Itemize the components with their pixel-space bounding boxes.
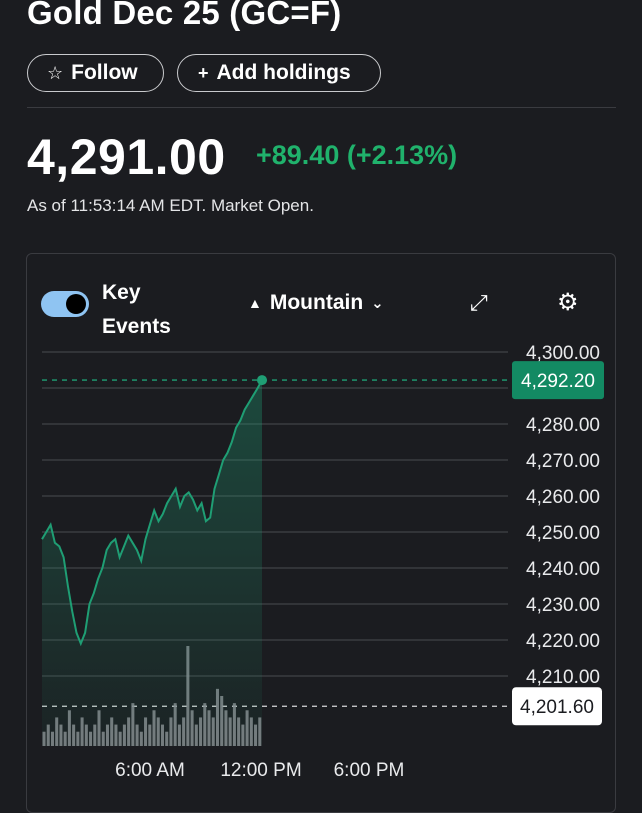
add-holdings-button[interactable]: + Add holdings: [177, 54, 381, 92]
expand-icon[interactable]: ⤢: [470, 290, 488, 315]
market-status: As of 11:53:14 AM EDT. Market Open.: [27, 196, 314, 215]
follow-label: Follow: [71, 61, 138, 84]
chart-type-dropdown[interactable]: ▲ Mountain ⌄: [248, 291, 384, 315]
gear-icon[interactable]: ⚙: [557, 289, 579, 316]
page-title: Gold Dec 25 (GC=F): [27, 0, 342, 31]
x-tick-label: 6:00 PM: [334, 760, 405, 781]
x-tick-label: 12:00 PM: [220, 760, 301, 781]
current-price-badge: [512, 361, 604, 400]
toggle-knob: [66, 294, 86, 314]
key-events-label: Key Events: [102, 276, 171, 344]
prev-close-badge: [512, 687, 602, 726]
prev-close-label: 4,201.60: [520, 697, 594, 718]
plus-icon: +: [198, 62, 209, 83]
star-icon: ☆: [47, 62, 64, 83]
key-events-line2: Events: [102, 315, 171, 338]
y-tick-label: 4,300.00: [526, 343, 600, 364]
y-tick-label: 4,210.00: [526, 667, 600, 688]
follow-button[interactable]: ☆ Follow: [27, 54, 164, 92]
add-holdings-label: Add holdings: [216, 61, 351, 84]
chevron-down-icon: ⌄: [371, 295, 384, 312]
y-tick-label: 4,250.00: [526, 523, 600, 544]
current-price-label: 4,292.20: [521, 371, 595, 392]
y-tick-label: 4,280.00: [526, 415, 600, 436]
price: 4,291.00: [27, 129, 226, 185]
current-price-dot: [257, 375, 267, 386]
price-area: [42, 380, 262, 746]
x-tick-label: 6:00 AM: [115, 760, 185, 781]
y-tick-label: 4,220.00: [526, 631, 600, 652]
y-tick-label: 4,270.00: [526, 451, 600, 472]
y-tick-label: 4,240.00: [526, 559, 600, 580]
price-change: +89.40 (+2.13%): [256, 140, 458, 170]
key-events-line1: Key: [102, 281, 141, 304]
chart-type-label: Mountain: [269, 291, 364, 314]
y-tick-label: 4,230.00: [526, 595, 600, 616]
y-tick-label: 4,260.00: [526, 487, 600, 508]
divider: [27, 107, 616, 108]
mountain-icon: ▲: [248, 295, 262, 311]
key-events-toggle[interactable]: [41, 291, 89, 317]
price-line: [41, 379, 263, 647]
